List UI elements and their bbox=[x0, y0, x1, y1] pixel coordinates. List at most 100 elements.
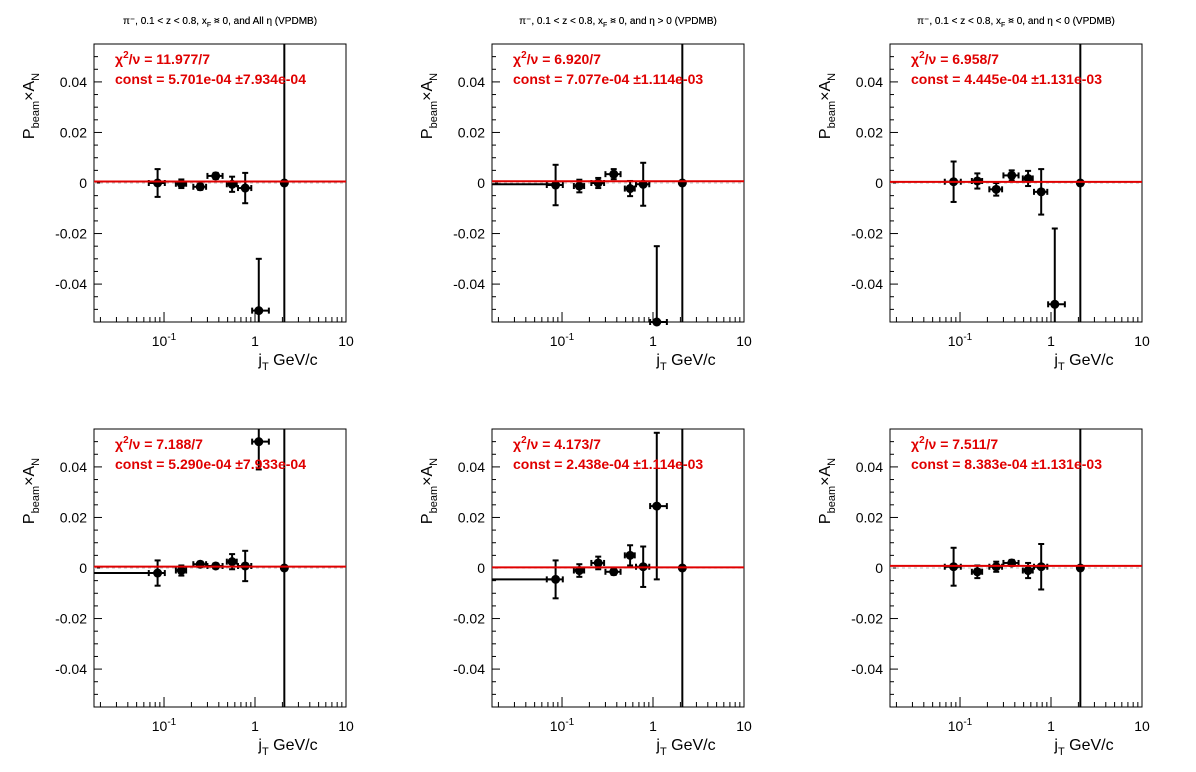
y-tick-label: -0.04 bbox=[55, 276, 87, 292]
const-label: const = 7.077e-04 ±1.114e-03 bbox=[513, 71, 703, 87]
x-axis-label: jT GeV/c bbox=[257, 352, 317, 373]
data-point bbox=[225, 175, 238, 193]
chi2-label: χ2/ν = 6.920/7 bbox=[513, 50, 601, 67]
data-point bbox=[604, 567, 622, 577]
data-point bbox=[1075, 44, 1085, 322]
y-axis-label: Pbeam×AN bbox=[21, 73, 42, 139]
chi2-label: χ2/ν = 4.173/7 bbox=[513, 435, 601, 452]
marker bbox=[1023, 566, 1033, 576]
y-axis-label: Pbeam×AN bbox=[419, 73, 440, 139]
panel-title: π⁻, 0.1 < z < 0.8, xF < 0, and All η (VP… bbox=[123, 16, 317, 29]
x-axis-label: jT GeV/c bbox=[655, 352, 715, 373]
marker bbox=[593, 178, 603, 188]
panel-title: π⁻, 0.1 < z < 0.8, xF > 0, and η > 0 (VP… bbox=[519, 16, 717, 29]
marker bbox=[551, 574, 561, 584]
y-tick-label: -0.04 bbox=[851, 661, 883, 677]
y-tick-label: 0.04 bbox=[60, 74, 87, 90]
x-axis-label: jT GeV/c bbox=[655, 737, 715, 758]
y-tick-label: 0.02 bbox=[458, 124, 485, 140]
marker bbox=[593, 558, 603, 568]
data-point bbox=[649, 431, 668, 581]
x-tick-label: 10-1 bbox=[152, 717, 177, 734]
x-tick-label: 10 bbox=[1134, 718, 1150, 734]
panel-5: π⁻, 0.1 < z < 0.8, xF < 0, and η > 0 (VP… bbox=[419, 16, 752, 758]
data-point bbox=[1032, 168, 1049, 216]
data-point bbox=[1021, 561, 1034, 580]
panel-1: π⁻, 0.1 < z < 0.8, xF > 0, and All η (VP… bbox=[21, 16, 354, 373]
y-tick-label: 0 bbox=[875, 560, 883, 576]
marker bbox=[677, 178, 687, 188]
data-point bbox=[1021, 169, 1034, 188]
chi2-label: χ2/ν = 6.958/7 bbox=[911, 50, 999, 67]
data-point bbox=[970, 564, 984, 580]
x-tick-label: 1 bbox=[649, 718, 657, 734]
y-tick-label: -0.04 bbox=[453, 661, 485, 677]
data-point bbox=[236, 171, 253, 205]
y-tick-label: 0 bbox=[79, 560, 87, 576]
y-tick-label: -0.02 bbox=[55, 226, 87, 242]
y-tick-label: 0 bbox=[477, 560, 485, 576]
data-point bbox=[590, 176, 606, 190]
x-tick-label: 10-1 bbox=[550, 332, 575, 349]
y-tick-label: -0.02 bbox=[453, 226, 485, 242]
marker bbox=[240, 183, 250, 193]
x-axis-label: jT GeV/c bbox=[257, 737, 317, 758]
y-tick-label: -0.02 bbox=[851, 611, 883, 627]
const-label: const = 4.445e-04 ±1.131e-03 bbox=[911, 71, 1102, 87]
data-point bbox=[1047, 227, 1066, 322]
x-tick-label: 10-1 bbox=[948, 332, 973, 349]
x-tick-label: 1 bbox=[1047, 718, 1055, 734]
y-tick-label: 0.04 bbox=[60, 459, 87, 475]
y-tick-label: 0 bbox=[477, 175, 485, 191]
y-tick-label: 0.02 bbox=[60, 509, 87, 525]
y-tick-label: 0.04 bbox=[458, 74, 485, 90]
x-tick-label: 10 bbox=[338, 333, 354, 349]
marker bbox=[153, 178, 163, 188]
panel-6: π⁻, 0.1 < z < 0.8, xF < 0, and η < 0 (VP… bbox=[817, 16, 1150, 758]
marker bbox=[1036, 187, 1046, 197]
marker bbox=[176, 566, 186, 576]
const-label: const = 5.290e-04 ±7.933e-04 bbox=[115, 456, 306, 472]
marker bbox=[254, 306, 264, 316]
x-tick-label: 10-1 bbox=[152, 332, 177, 349]
panel-title: π⁻, 0.1 < z < 0.8, xF > 0, and η < 0 (VP… bbox=[917, 16, 1115, 29]
marker bbox=[972, 567, 982, 577]
panel-title: π⁻, 0.1 < z < 0.8, xF > 0, and All η (VP… bbox=[123, 16, 317, 29]
y-tick-label: 0.04 bbox=[458, 459, 485, 475]
y-tick-label: 0 bbox=[875, 175, 883, 191]
y-tick-label: -0.04 bbox=[851, 276, 883, 292]
data-point bbox=[572, 563, 586, 578]
marker bbox=[652, 501, 662, 511]
x-tick-label: 1 bbox=[1047, 333, 1055, 349]
marker bbox=[254, 437, 264, 447]
y-tick-label: -0.02 bbox=[55, 611, 87, 627]
data-point bbox=[988, 182, 1004, 197]
x-tick-label: 1 bbox=[649, 333, 657, 349]
marker bbox=[609, 169, 619, 179]
panel-title: π⁻, 0.1 < z < 0.8, xF < 0, and η > 0 (VP… bbox=[519, 16, 717, 29]
data-point bbox=[147, 168, 166, 198]
y-axis-label: Pbeam×AN bbox=[817, 73, 838, 139]
x-tick-label: 10 bbox=[736, 333, 752, 349]
data-point bbox=[251, 429, 270, 471]
data-point bbox=[545, 163, 564, 207]
data-point bbox=[649, 245, 668, 327]
marker bbox=[625, 184, 635, 194]
marker bbox=[227, 557, 237, 567]
x-tick-label: 1 bbox=[251, 333, 259, 349]
data-point bbox=[604, 168, 622, 181]
y-axis-label: Pbeam×AN bbox=[419, 458, 440, 524]
const-label: const = 5.701e-04 ±7.934e-04 bbox=[115, 71, 306, 87]
marker bbox=[211, 171, 221, 181]
marker bbox=[551, 180, 561, 190]
y-tick-label: -0.04 bbox=[453, 276, 485, 292]
y-axis-label: Pbeam×AN bbox=[817, 458, 838, 524]
data-point bbox=[251, 257, 270, 322]
marker bbox=[991, 184, 1001, 194]
marker bbox=[195, 182, 205, 192]
x-axis-label: jT GeV/c bbox=[1053, 737, 1113, 758]
x-tick-label: 10-1 bbox=[550, 717, 575, 734]
marker bbox=[279, 563, 289, 573]
x-tick-label: 10-1 bbox=[948, 717, 973, 734]
